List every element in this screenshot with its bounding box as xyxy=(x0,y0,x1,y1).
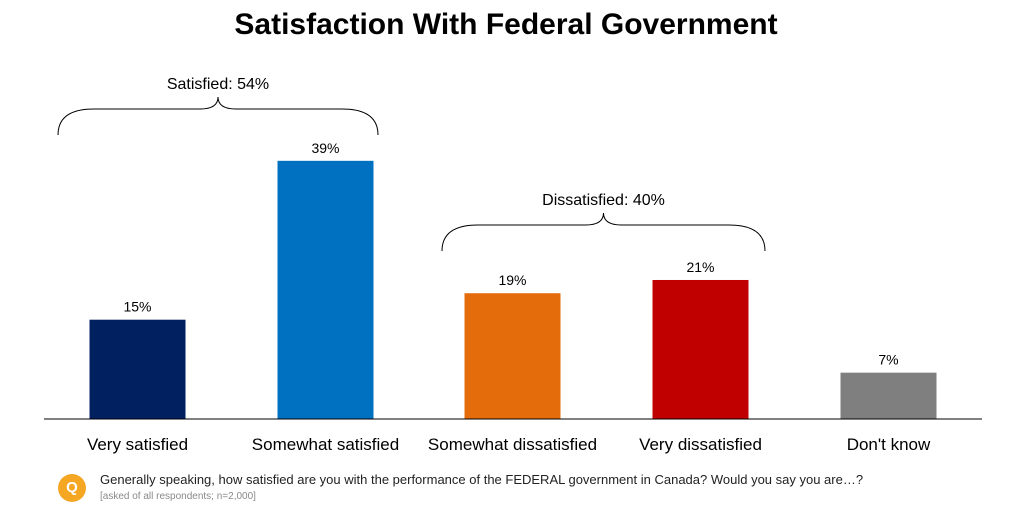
bar-very-satisfied xyxy=(89,319,186,419)
bracket-satisfied xyxy=(57,96,379,136)
sample-note: [asked of all respondents; n=2,000] xyxy=(100,491,256,502)
group-label-dissatisfied: Dissatisfied: 40% xyxy=(542,192,665,209)
category-label-somewhat-dissatisfied: Somewhat dissatisfied xyxy=(428,435,597,454)
value-label-very-dissatisfied: 21% xyxy=(686,259,714,275)
bracket-dissatisfied xyxy=(441,212,766,252)
bar-dont-know xyxy=(840,372,937,419)
category-label-somewhat-satisfied: Somewhat satisfied xyxy=(252,435,399,454)
value-label-somewhat-dissatisfied: 19% xyxy=(498,272,526,288)
group-label-satisfied: Satisfied: 54% xyxy=(167,76,269,93)
bar-somewhat-dissatisfied xyxy=(464,293,561,419)
chart-title: Satisfaction With Federal Government xyxy=(234,8,778,41)
question-badge: Q xyxy=(58,474,86,502)
category-label-very-satisfied: Very satisfied xyxy=(87,435,188,454)
value-label-somewhat-satisfied: 39% xyxy=(311,140,339,156)
question-footer: Q Generally speaking, how satisfied are … xyxy=(58,470,1008,510)
category-label-very-dissatisfied: Very dissatisfied xyxy=(639,435,762,454)
value-label-very-satisfied: 15% xyxy=(123,299,151,315)
question-text: Generally speaking, how satisfied are yo… xyxy=(100,472,864,487)
bar-somewhat-satisfied xyxy=(277,160,374,419)
bar-very-dissatisfied xyxy=(652,279,749,419)
value-label-dont-know: 7% xyxy=(878,352,898,368)
category-label-dont-know: Don't know xyxy=(847,435,931,454)
